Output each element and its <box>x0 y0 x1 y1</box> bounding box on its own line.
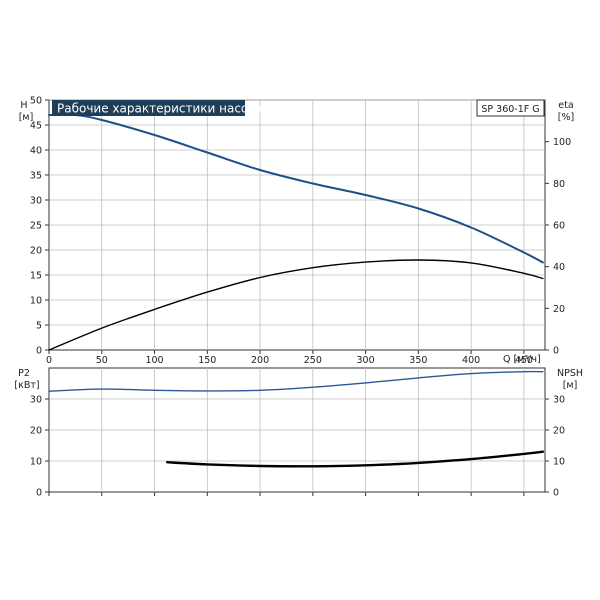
flow-axis-ticks: 0 50 100 150 200 250 300 350 400 450 <box>46 350 533 366</box>
head-panel-series <box>48 113 544 351</box>
tick-label: 50 <box>30 96 42 107</box>
head-curve <box>48 113 544 264</box>
tick-label: 400 <box>462 355 480 366</box>
model-box <box>476 99 545 117</box>
tick-label: 40 <box>30 146 42 157</box>
tick-label: 10 <box>30 457 42 468</box>
eta-axis-unit: [%] <box>558 112 574 123</box>
tick-label: 100 <box>553 137 571 148</box>
tick-label: 200 <box>251 355 269 366</box>
npsh-curve <box>166 450 545 468</box>
npsh-axis-unit: [м] <box>563 380 578 391</box>
tick-label: 60 <box>553 221 565 232</box>
npsh-axis-label: NPSH <box>557 368 583 379</box>
tick-label: 20 <box>30 426 42 437</box>
tick-label: 50 <box>96 355 108 366</box>
tick-label: 0 <box>46 355 52 366</box>
tick-label: 30 <box>30 196 42 207</box>
tick-label: 450 <box>515 355 533 366</box>
tick-label: 20 <box>553 426 565 437</box>
power-axis-unit: [кВт] <box>14 380 39 391</box>
tick-label: 10 <box>30 296 42 307</box>
title-background <box>52 100 245 116</box>
tick-label: 40 <box>553 262 565 273</box>
power-axis-label: P2 <box>18 368 30 379</box>
tick-label: 100 <box>145 355 163 366</box>
eta-axis-ticks: 0 20 40 60 80 100 <box>545 137 571 357</box>
npsh-axis-ticks: 0 10 20 30 <box>545 395 565 499</box>
tick-label: 0 <box>553 488 559 499</box>
power-curve <box>48 370 544 392</box>
tick-label: 5 <box>36 321 42 332</box>
tick-label: 0 <box>36 346 42 357</box>
power-panel: 0 10 20 30 0 10 20 30 P2 [кВт] NPSH [м] <box>14 367 583 499</box>
tick-label: 0 <box>36 488 42 499</box>
head-panel-grid <box>49 99 545 350</box>
tick-label: 250 <box>304 355 322 366</box>
tick-label: 30 <box>553 395 565 406</box>
head-axis-ticks: 0 5 10 15 20 25 30 35 40 45 50 <box>30 96 49 357</box>
tick-label: 350 <box>409 355 427 366</box>
power-axis-ticks: 0 10 20 30 <box>30 395 49 499</box>
tick-label: 300 <box>357 355 375 366</box>
chart-title: Рабочие характеристики насоса <box>57 102 262 116</box>
tick-label: 0 <box>553 346 559 357</box>
tick-label: 25 <box>30 221 42 232</box>
eta-axis-label: eta <box>558 100 573 111</box>
efficiency-curve <box>48 259 544 351</box>
tick-label: 35 <box>30 171 42 182</box>
tick-label: 20 <box>30 246 42 257</box>
tick-label: 30 <box>30 395 42 406</box>
model-label: SP 360-1F G <box>481 104 539 115</box>
tick-label: 15 <box>30 271 42 282</box>
power-panel-series <box>48 370 545 468</box>
tick-label: 45 <box>30 121 42 132</box>
head-axis-label: H <box>20 100 27 111</box>
head-panel: 0 5 10 15 20 25 30 35 40 45 50 0 20 40 60 80 100 0 50 100… <box>19 96 575 367</box>
power-panel-grid <box>48 368 545 496</box>
flow-axis-label: Q [м³/ч] <box>503 354 541 365</box>
tick-label: 80 <box>553 179 565 190</box>
head-axis-unit: [м] <box>19 112 34 123</box>
tick-label: 20 <box>553 304 565 315</box>
tick-label: 150 <box>198 355 216 366</box>
tick-label: 10 <box>553 457 565 468</box>
